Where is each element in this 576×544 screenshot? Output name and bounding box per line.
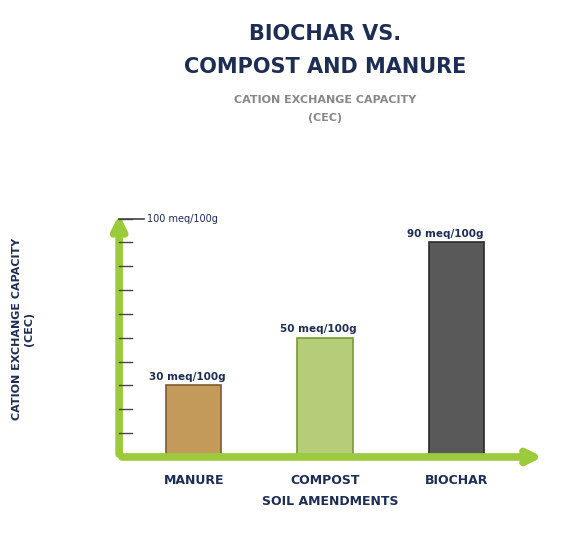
Text: 30 meq/100g: 30 meq/100g: [149, 372, 226, 382]
Text: 90 meq/100g: 90 meq/100g: [407, 229, 484, 239]
Text: SOIL AMENDMENTS: SOIL AMENDMENTS: [262, 495, 399, 508]
Bar: [429, 243, 484, 457]
Text: CATION EXCHANGE CAPACITY: CATION EXCHANGE CAPACITY: [234, 95, 416, 105]
Text: BIOCHAR VS.: BIOCHAR VS.: [249, 24, 401, 45]
Text: 50 meq/100g: 50 meq/100g: [280, 324, 357, 334]
Text: COMPOST: COMPOST: [290, 474, 360, 487]
Text: MANURE: MANURE: [164, 474, 224, 487]
Text: 100 meq/100g: 100 meq/100g: [147, 214, 218, 224]
Text: COMPOST AND MANURE: COMPOST AND MANURE: [184, 57, 467, 77]
Bar: [297, 338, 353, 457]
Text: (CEC): (CEC): [308, 113, 343, 122]
Bar: [166, 386, 221, 457]
Text: BIOCHAR: BIOCHAR: [425, 474, 488, 487]
Text: CATION EXCHANGE CAPACITY
(CEC): CATION EXCHANGE CAPACITY (CEC): [12, 238, 34, 421]
